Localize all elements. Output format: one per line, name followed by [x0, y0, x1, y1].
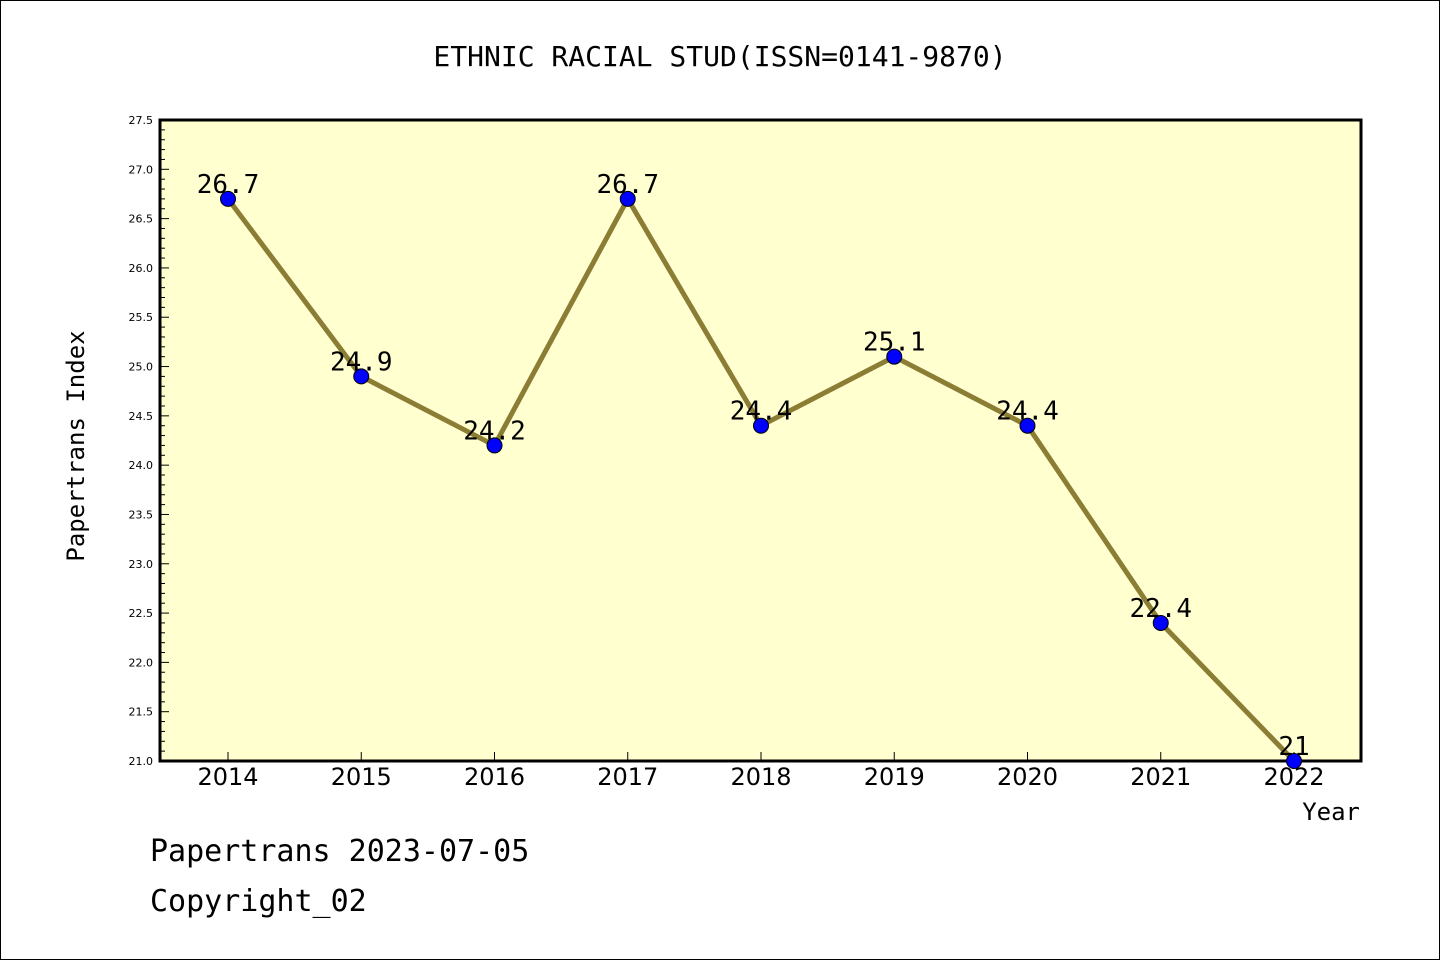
- y-tick-label: 22.5: [129, 607, 154, 620]
- chart-title: ETHNIC RACIAL STUD(ISSN=0141-9870): [433, 40, 1006, 73]
- data-point: [486, 437, 503, 454]
- y-tick-label: 26.5: [129, 213, 154, 226]
- data-point: [1152, 614, 1169, 631]
- x-axis: 2014 2015 2016 2017 2018 2019 2020 2021 2022: [197, 752, 1325, 791]
- x-tick-label: 2018: [730, 763, 791, 791]
- y-tick-label: 22.0: [129, 656, 154, 669]
- data-label: 22.4: [1129, 594, 1192, 624]
- data-point: [353, 368, 370, 385]
- y-tick-label: 21.5: [129, 706, 154, 719]
- x-tick-label: 2017: [597, 763, 658, 791]
- x-tick-label: 2014: [197, 763, 258, 791]
- y-axis: 21.0 21.5 22.0 22.5 23.0 23.5 24.0 24.5 25.0 25.5…: [129, 114, 169, 768]
- plot-area: [158, 118, 1363, 763]
- footer-copyright: Copyright_02: [150, 884, 367, 919]
- data-label: 21: [1278, 732, 1309, 762]
- data-point: [220, 190, 236, 207]
- data-point: [886, 348, 903, 365]
- data-point: [753, 417, 769, 434]
- data-point: [619, 190, 636, 207]
- data-point: [1019, 417, 1036, 434]
- y-tick-label: 24.5: [129, 410, 154, 423]
- y-tick-label: 25.0: [129, 361, 154, 374]
- x-tick-label: 2021: [1130, 763, 1191, 791]
- y-tick-label: 26.0: [129, 262, 154, 275]
- data-label: 24.2: [463, 416, 526, 446]
- data-label: 24.9: [330, 347, 393, 377]
- data-point: [1286, 753, 1302, 769]
- data-points: [220, 190, 1302, 769]
- x-tick-label: 2015: [331, 763, 392, 791]
- data-label: 26.7: [197, 170, 260, 200]
- data-label: 26.7: [596, 170, 659, 200]
- x-axis-label: Year: [1302, 798, 1360, 826]
- data-label: 24.4: [996, 397, 1059, 427]
- data-label: 25.1: [863, 328, 926, 358]
- y-tick-label: 24.0: [129, 459, 154, 472]
- y-tick-label: 27.0: [129, 163, 154, 176]
- y-tick-label: 25.5: [129, 311, 154, 324]
- footer-date-stamp: Papertrans 2023-07-05: [150, 834, 530, 869]
- x-tick-label: 2019: [864, 763, 925, 791]
- data-labels: 26.7 24.9 24.2 26.7 24.4 25.1 24.4 22.4 21: [197, 170, 1310, 762]
- y-tick-label: 27.5: [129, 114, 154, 127]
- data-label: 24.4: [730, 397, 793, 427]
- y-tick-label: 21.0: [129, 755, 154, 768]
- x-tick-label: 2016: [464, 763, 525, 791]
- y-axis-label: Papertrans Index: [62, 330, 90, 561]
- y-tick-label: 23.5: [129, 508, 154, 521]
- y-tick-label: 23.0: [129, 558, 154, 571]
- x-tick-label: 2020: [997, 763, 1058, 791]
